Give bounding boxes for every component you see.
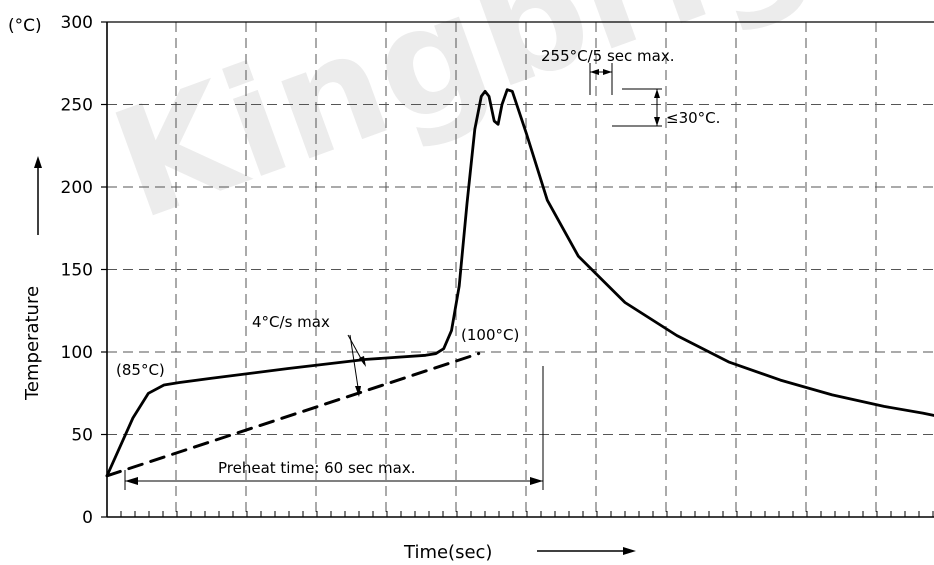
watermark: Kingbright [93,0,934,254]
label-peak: 255°C/5 sec max. [541,47,674,65]
y-tick-labels: 0 50 100 150 200 250 300 [61,13,93,528]
reflow-profile-line [105,88,934,478]
delta-arrow-bottom [654,117,660,126]
y-tick-label: 100 [61,343,93,363]
peak-arrow-right [603,69,612,75]
y-tick-label: 250 [61,96,93,116]
x-axis-title: Time(sec) [403,542,492,563]
label-ramp-rate: 4°C/s max [252,313,330,331]
plot-frame [101,21,934,518]
label-85c: (85°C) [116,361,165,379]
label-preheat-time: Preheat time: 60 sec max. [218,459,416,477]
y-tick-label: 150 [61,261,93,281]
preheat-arrow-left [125,477,138,485]
y-tick-label: 300 [61,13,93,33]
leader-arrowhead [359,356,366,367]
y-tick-label: 50 [71,426,93,446]
series-group [105,88,934,478]
label-delta: ≤30°C. [666,109,720,127]
label-100c: (100°C) [461,326,519,344]
leader-line [349,334,360,395]
y-axis-arrow-head [34,156,42,168]
dashed-ramp-line [105,352,481,478]
y-tick-label: 200 [61,178,93,198]
delta-arrow-top [654,89,660,98]
annotations: (85°C) (100°C) 4°C/s max Preheat time: 60 s… [116,47,720,490]
leader-arrowhead [355,386,361,397]
y-axis-title-group: Temperature [22,156,43,401]
y-axis-title: Temperature [22,286,43,401]
y-tick-label: 0 [82,508,93,528]
peak-arrow-left [590,69,599,75]
preheat-arrow-right [530,477,543,485]
x-axis-arrow-head [623,547,636,555]
x-axis-title-group: Time(sec) [403,542,636,563]
grid [107,22,934,517]
y-unit-label: (°C) [8,16,42,36]
